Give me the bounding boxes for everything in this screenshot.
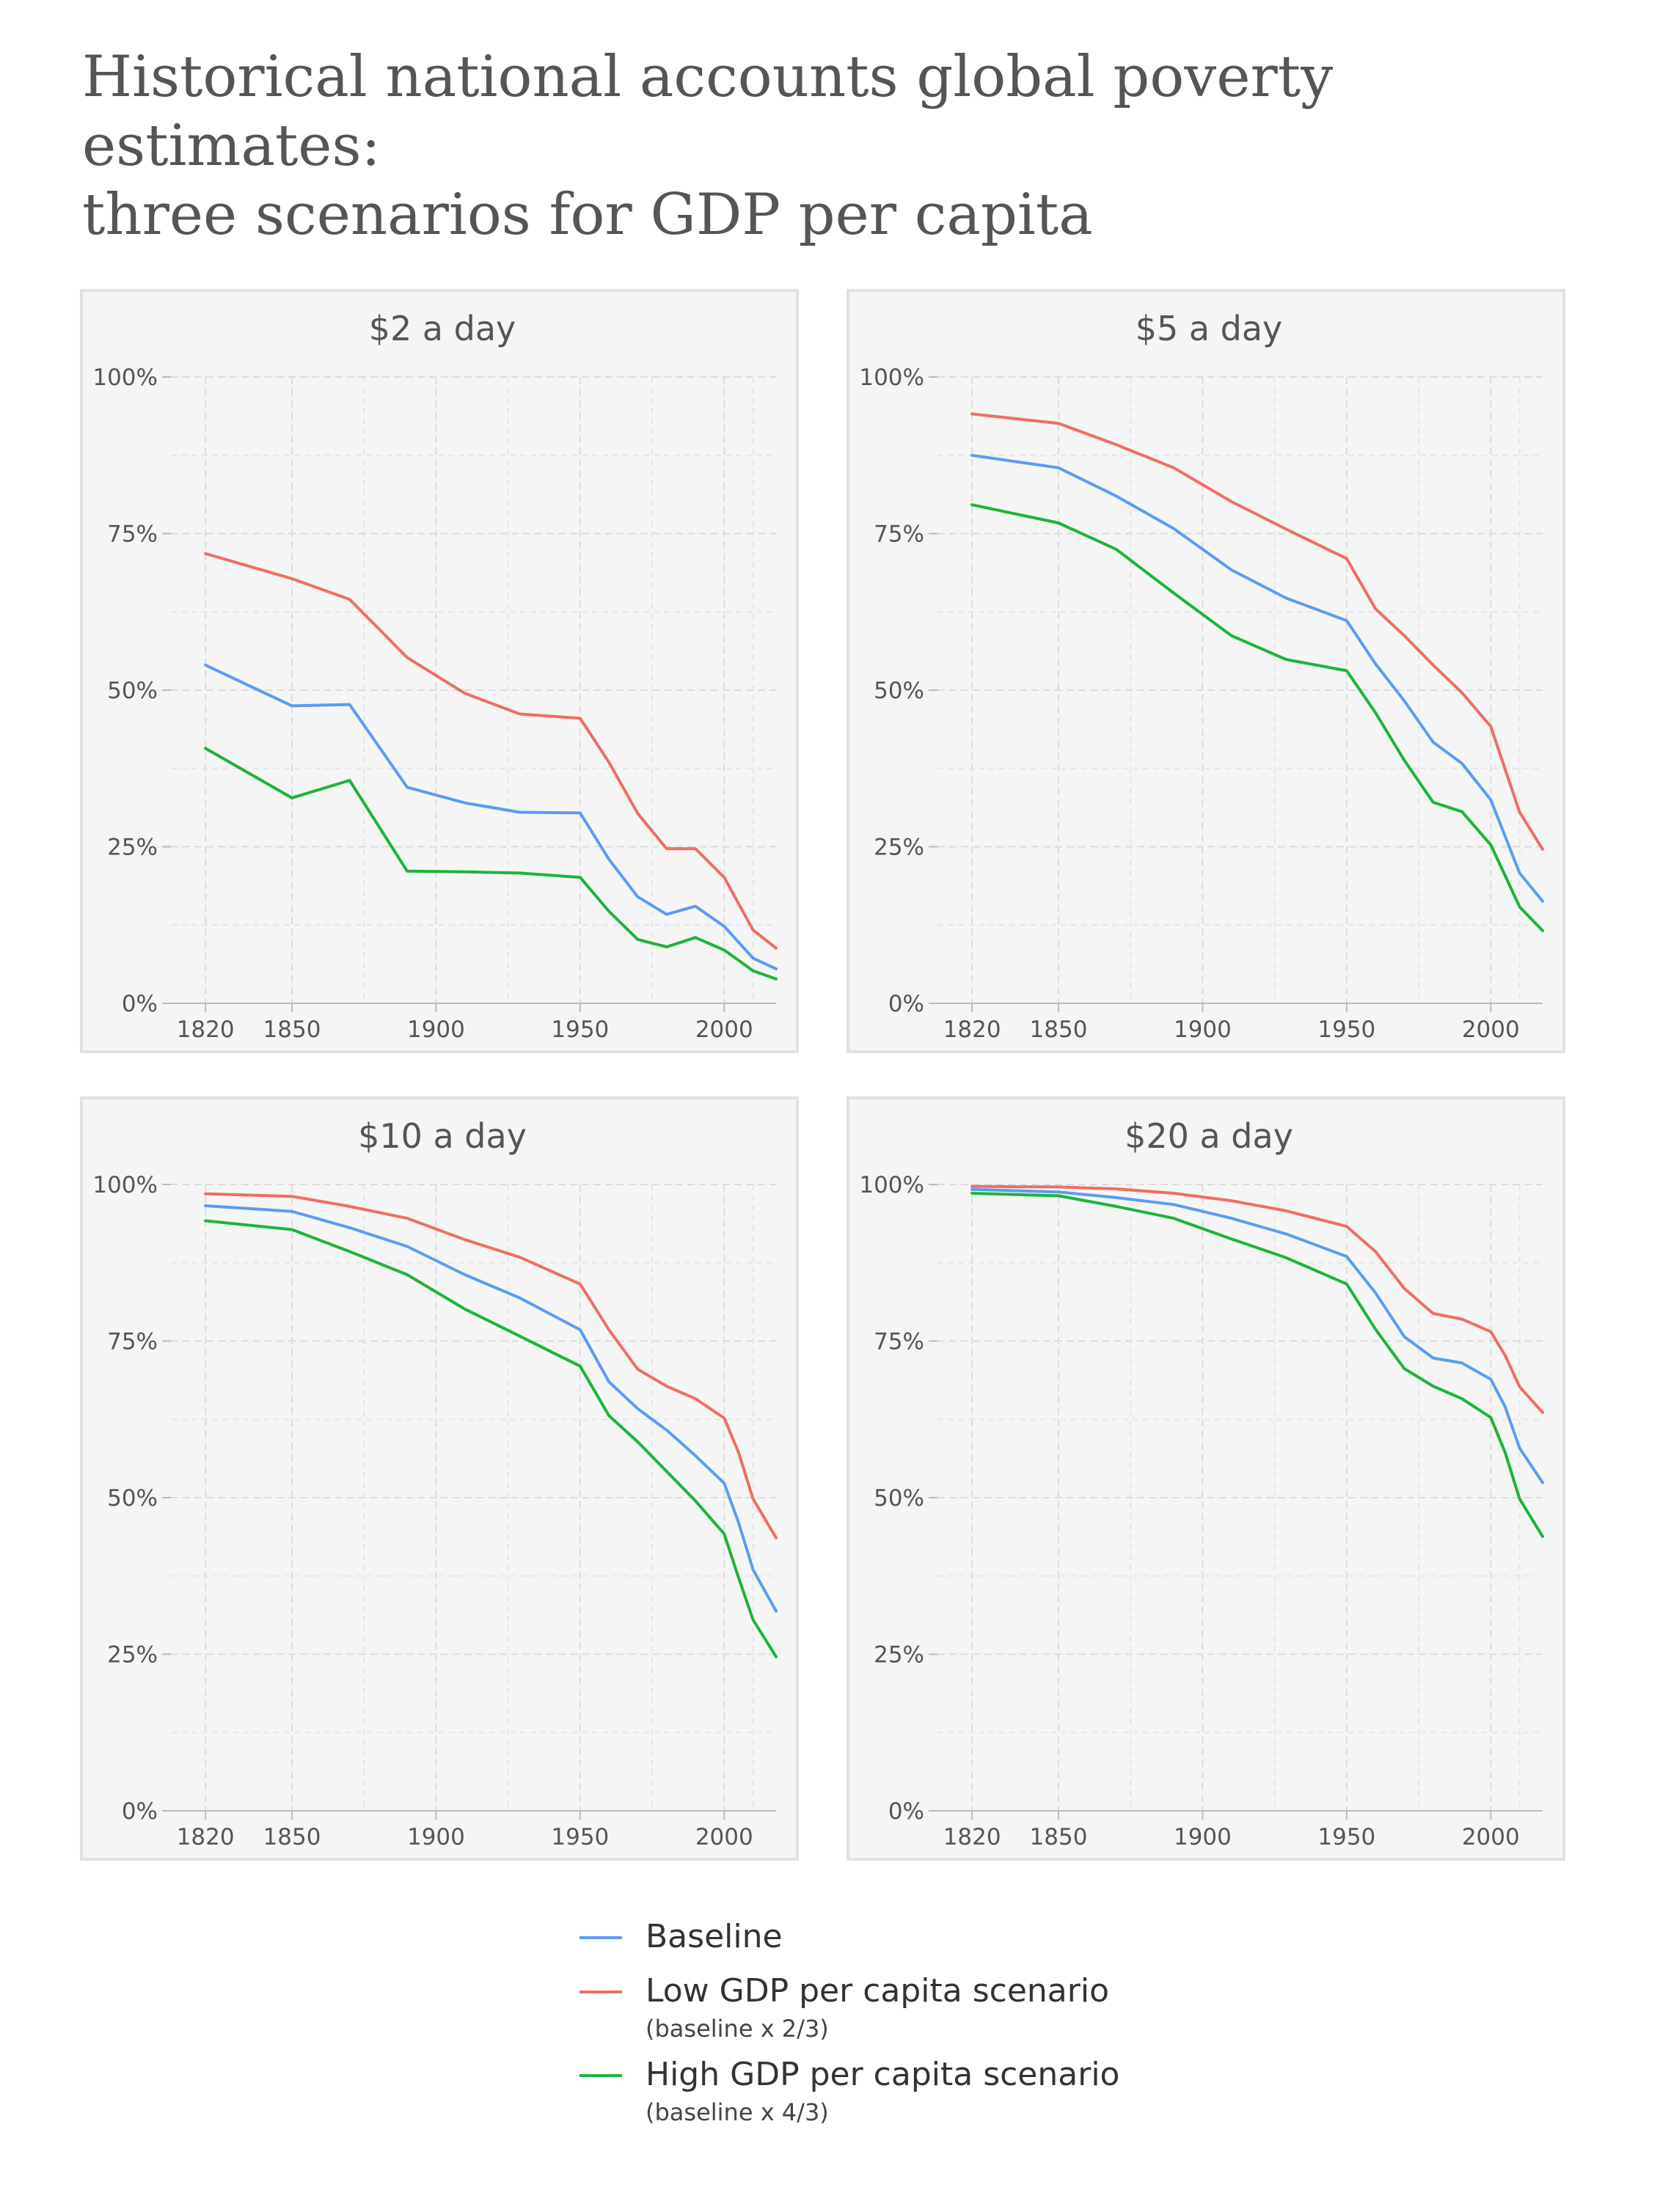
x-tick-label: 1950 <box>1317 1824 1375 1850</box>
series-line-baseline <box>970 453 1544 903</box>
series-line-high-gdp <box>204 747 778 981</box>
x-tick-label: 1850 <box>1030 1824 1088 1850</box>
x-tick-label: 1900 <box>1174 1824 1232 1850</box>
panel-title: $20 a day <box>1125 1116 1293 1156</box>
series-line-low-gdp <box>204 552 778 950</box>
panel-10-a-day: $10 a day 0% 25% 50% 75% 100% 1820 1850 1900 1950… <box>80 1096 799 1861</box>
y-tick-label: 100% <box>859 365 924 391</box>
panel-5-a-day: $5 a day 0% 25% 50% 75% 100% 1820 1850 1900 1950 2… <box>847 289 1565 1053</box>
x-tick-label: 1820 <box>177 1017 235 1043</box>
panel-20-a-day: $20 a day 0% 25% 50% 75% 100% 1820 1850 1900 1950… <box>847 1096 1565 1861</box>
x-tick-label: 1900 <box>407 1017 465 1043</box>
chart-svg: $10 a day 0% 25% 50% 75% 100% 1820 1850 1900 1950… <box>92 1116 778 1850</box>
chart-title: Historical national accounts global pove… <box>82 43 1623 249</box>
y-tick-label: 50% <box>874 678 924 704</box>
series-line-baseline <box>204 1204 778 1613</box>
legend-swatch-high-gdp <box>579 2074 622 2077</box>
legend-label: Baseline <box>646 1918 783 1955</box>
x-tick-label: 1950 <box>551 1824 609 1850</box>
chart-title-line-1: Historical national accounts global pove… <box>82 44 1334 179</box>
x-tick-label: 1850 <box>263 1824 321 1850</box>
legend-swatch-low-gdp <box>579 1991 622 1993</box>
x-tick-label: 1820 <box>943 1017 1001 1043</box>
x-tick-label: 2000 <box>695 1017 753 1043</box>
x-tick-label: 1900 <box>407 1824 465 1850</box>
y-tick-label: 75% <box>874 521 924 548</box>
series-line-low-gdp <box>970 1184 1544 1414</box>
y-tick-label: 0% <box>122 1798 158 1825</box>
panel-title: $10 a day <box>358 1116 527 1156</box>
x-tick-label: 1950 <box>1317 1017 1375 1043</box>
y-tick-label: 50% <box>107 1485 158 1512</box>
x-tick-label: 2000 <box>1462 1017 1520 1043</box>
legend-note: (baseline x 4/3) <box>646 2098 829 2126</box>
y-tick-label: 25% <box>874 1642 924 1669</box>
x-tick-label: 1820 <box>177 1824 235 1850</box>
panel-title: $2 a day <box>369 309 516 348</box>
x-tick-label: 1950 <box>551 1017 609 1043</box>
legend-item-high-gdp[interactable]: High GDP per capita scenario (baseline x… <box>579 2052 1119 2127</box>
x-tick-label: 2000 <box>695 1824 753 1850</box>
x-tick-label: 1850 <box>1030 1017 1088 1043</box>
series-line-low-gdp <box>204 1192 778 1539</box>
y-tick-label: 100% <box>92 1172 158 1198</box>
series-line-low-gdp <box>970 412 1544 851</box>
series-line-high-gdp <box>970 503 1544 932</box>
y-tick-label: 50% <box>874 1485 924 1512</box>
chart-svg: $20 a day 0% 25% 50% 75% 100% 1820 1850 1900 1950… <box>859 1116 1544 1850</box>
chart-title-line-2: three scenarios for GDP per capita <box>82 182 1093 248</box>
y-tick-label: 50% <box>107 678 158 704</box>
series-line-high-gdp <box>204 1219 778 1658</box>
y-tick-label: 75% <box>874 1329 924 1355</box>
series-line-baseline <box>970 1187 1544 1484</box>
y-tick-label: 75% <box>107 1329 158 1355</box>
legend-label: Low GDP per capita scenario <box>646 1972 1109 2010</box>
y-tick-label: 100% <box>859 1172 924 1198</box>
series-line-high-gdp <box>970 1192 1544 1538</box>
panel-title: $5 a day <box>1136 309 1283 348</box>
y-tick-label: 100% <box>92 365 158 391</box>
y-tick-label: 0% <box>122 991 158 1017</box>
chart-svg: $5 a day 0% 25% 50% 75% 100% 1820 1850 1900 1950 2… <box>859 309 1544 1043</box>
legend: Baseline Low GDP per capita scenario (ba… <box>579 1914 1119 2136</box>
chart-svg: $2 a day 0% 25% 50% 75% 100% 1820 1850 1900 1950 2… <box>92 309 778 1043</box>
legend-item-baseline[interactable]: Baseline <box>579 1914 1119 1960</box>
legend-swatch-baseline <box>579 1936 622 1939</box>
x-tick-label: 1820 <box>943 1824 1001 1850</box>
x-tick-label: 1900 <box>1174 1017 1232 1043</box>
y-tick-label: 25% <box>107 1642 158 1669</box>
panel-2-a-day: $2 a day 0% 25% 50% 75% 100% 1820 1850 1900 1950 2… <box>80 289 799 1053</box>
legend-item-low-gdp[interactable]: Low GDP per capita scenario (baseline x … <box>579 1969 1119 2043</box>
x-tick-label: 2000 <box>1462 1824 1520 1850</box>
y-tick-label: 25% <box>107 835 158 861</box>
series-line-baseline <box>204 663 778 970</box>
y-tick-label: 0% <box>888 1798 924 1825</box>
legend-note: (baseline x 2/3) <box>646 2015 829 2043</box>
y-tick-label: 0% <box>888 991 924 1017</box>
legend-label: High GDP per capita scenario <box>646 2056 1120 2093</box>
y-tick-label: 25% <box>874 835 924 861</box>
y-tick-label: 75% <box>107 521 158 548</box>
x-tick-label: 1850 <box>263 1017 321 1043</box>
